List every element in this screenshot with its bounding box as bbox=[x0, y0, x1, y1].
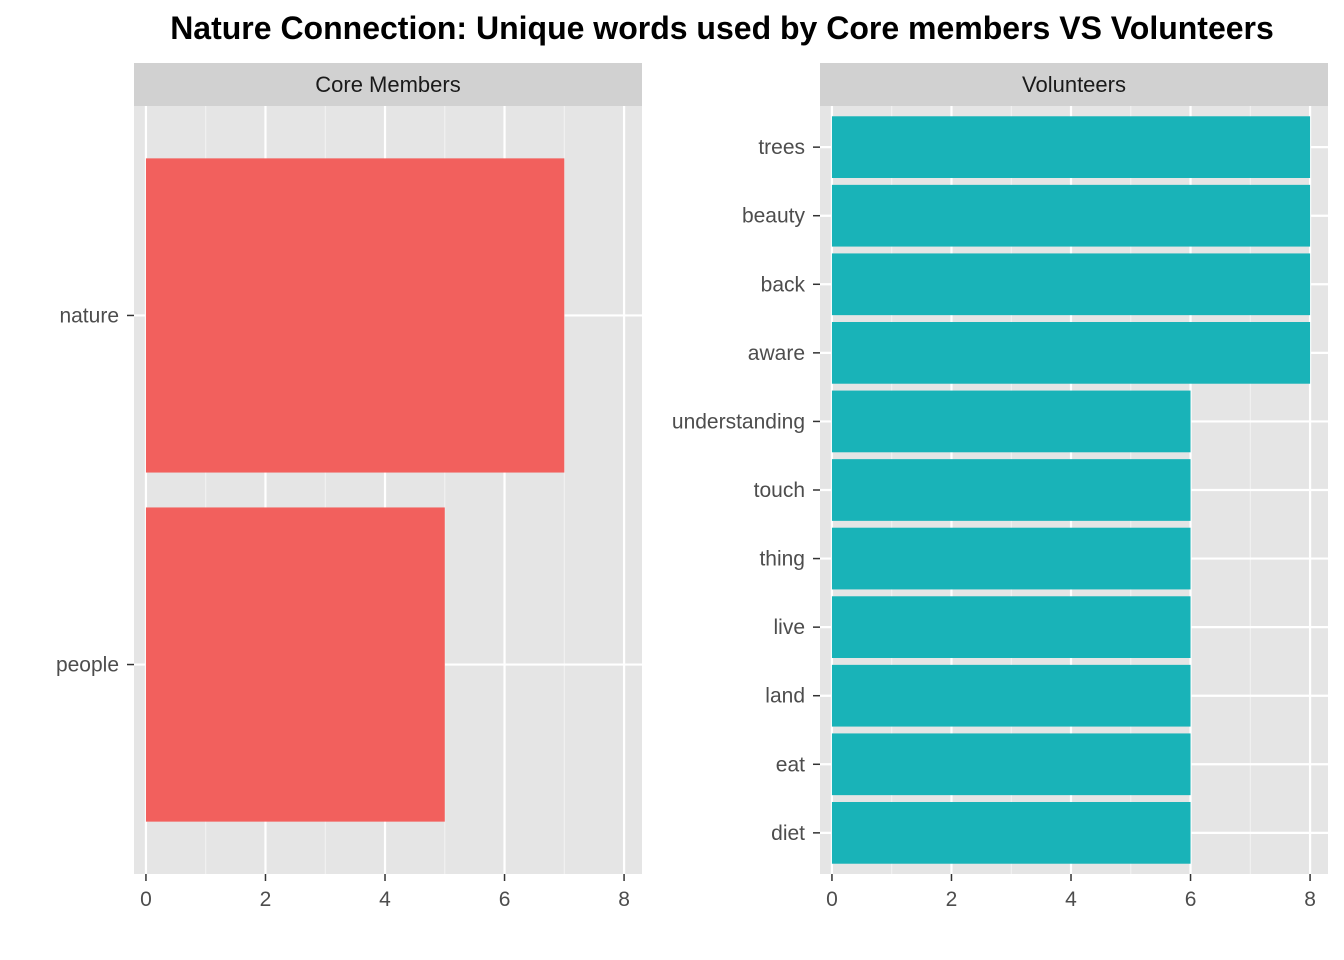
x-tick-label: 2 bbox=[946, 888, 958, 911]
y-tick-label: touch bbox=[754, 479, 805, 502]
bar-eat bbox=[831, 733, 1191, 796]
facet-panel-1: Core Members nature people 0 2 4 6 8 bbox=[56, 63, 642, 911]
facet-strip-label: Core Members bbox=[315, 72, 460, 97]
bar-land bbox=[831, 664, 1191, 727]
y-tick-label: trees bbox=[758, 136, 805, 159]
chart-title: Nature Connection: Unique words used by … bbox=[170, 10, 1274, 46]
y-tick-label: back bbox=[761, 273, 806, 296]
bar-trees bbox=[831, 116, 1311, 178]
bar-nature bbox=[145, 158, 565, 473]
x-tick-label: 6 bbox=[1185, 888, 1197, 911]
x-tick-label: 0 bbox=[140, 888, 152, 911]
facet-strip bbox=[820, 63, 1328, 106]
y-tick-label: beauty bbox=[742, 205, 806, 228]
y-tick-label: eat bbox=[776, 753, 805, 776]
y-tick-label: aware bbox=[748, 342, 805, 365]
y-tick-label: understanding bbox=[672, 410, 805, 433]
y-tick-label: live bbox=[773, 616, 805, 639]
bar-beauty bbox=[831, 184, 1311, 247]
bar-live bbox=[831, 596, 1191, 658]
x-tick-label: 0 bbox=[826, 888, 838, 911]
x-tick-label: 6 bbox=[499, 888, 511, 911]
y-tick-label: land bbox=[765, 685, 805, 708]
facet-strip bbox=[134, 63, 642, 106]
bar-diet bbox=[831, 802, 1191, 864]
x-tick-label: 2 bbox=[260, 888, 272, 911]
y-tick-label: nature bbox=[59, 304, 119, 327]
facet-strip-label: Volunteers bbox=[1022, 72, 1126, 97]
x-tick-label: 4 bbox=[379, 888, 391, 911]
bar-people bbox=[145, 507, 445, 822]
y-tick-label: diet bbox=[771, 822, 805, 845]
bar-understanding bbox=[831, 390, 1191, 453]
facets: Core Members nature people 0 2 4 6 8 Volunteers t… bbox=[56, 63, 1328, 911]
x-tick-label: 8 bbox=[618, 888, 630, 911]
bar-aware bbox=[831, 322, 1311, 384]
facet-panel-2: Volunteers trees beauty back aware understand… bbox=[672, 63, 1328, 911]
y-tick-label: thing bbox=[759, 548, 805, 571]
bar-back bbox=[831, 253, 1311, 316]
y-tick-label: people bbox=[56, 654, 119, 677]
x-tick-label: 8 bbox=[1304, 888, 1316, 911]
x-tick-label: 4 bbox=[1065, 888, 1077, 911]
bar-touch bbox=[831, 459, 1191, 521]
bar-thing bbox=[831, 527, 1191, 590]
